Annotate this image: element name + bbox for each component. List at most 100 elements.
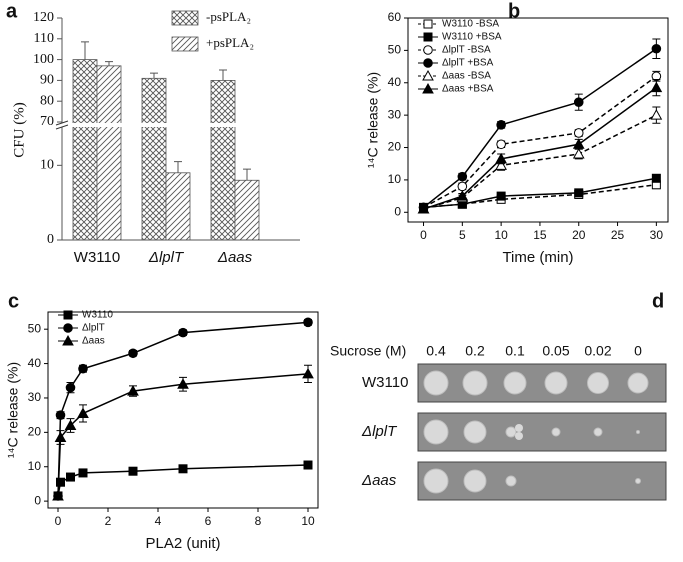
column-label: 0.05	[542, 343, 569, 359]
x-tick-label: ΔlplT	[148, 249, 185, 266]
x-tick-label: 8	[255, 514, 262, 528]
marker	[496, 120, 506, 130]
row-label: ΔlplT	[361, 423, 398, 440]
plate-strip	[417, 461, 667, 501]
x-tick-label: 5	[459, 228, 466, 242]
colony	[551, 427, 561, 437]
colony	[423, 419, 449, 445]
legend-label: ΔlplT +BSA	[442, 58, 494, 69]
column-label: 0.02	[584, 343, 611, 359]
panel-label: b	[508, 0, 520, 22]
marker	[78, 363, 88, 374]
y-tick-label: 70	[40, 114, 54, 129]
panel-label: d	[652, 290, 664, 312]
y-tick-label: 10	[40, 158, 54, 173]
marker	[63, 323, 73, 333]
colony	[587, 372, 609, 394]
x-tick-label: 10	[301, 514, 315, 528]
column-label: 0.4	[426, 343, 446, 359]
marker	[303, 460, 313, 470]
bar	[141, 77, 167, 241]
marker	[496, 139, 506, 150]
legend-label: W3110 -BSA	[442, 19, 499, 30]
panel-label: a	[6, 0, 18, 22]
y-tick-label: 0	[47, 232, 54, 247]
marker	[77, 407, 89, 418]
row-label: Δaas	[361, 472, 397, 489]
y-tick-label: 30	[28, 390, 42, 404]
error-bar	[243, 168, 251, 181]
y-tick-label: 40	[388, 75, 402, 89]
y-tick-label: 10	[28, 459, 42, 473]
error-bar	[105, 61, 113, 66]
y-tick-label: 20	[388, 140, 402, 154]
colony	[423, 468, 449, 494]
x-axis-label: Time (min)	[502, 249, 573, 266]
marker	[423, 32, 433, 42]
y-tick-label: 10	[388, 172, 402, 186]
colony	[544, 371, 568, 395]
colony	[636, 430, 640, 434]
column-label: 0.2	[465, 343, 485, 359]
marker	[573, 97, 584, 107]
legend-label: ΔlplT	[82, 323, 105, 334]
marker	[128, 348, 138, 359]
marker	[178, 327, 188, 338]
x-tick-label: 30	[650, 228, 664, 242]
marker	[65, 382, 76, 393]
bar	[234, 179, 260, 241]
series-line	[423, 87, 657, 210]
colony	[627, 372, 649, 394]
legend-label: Δaas +BSA	[442, 84, 494, 95]
marker	[54, 431, 67, 443]
legend-label: W3110 +BSA	[442, 32, 502, 43]
marker	[423, 19, 433, 29]
x-tick-label: 6	[205, 514, 212, 528]
column-label: 0.1	[505, 343, 525, 359]
legend-label: +psPLA₂	[206, 35, 254, 50]
marker	[651, 173, 661, 183]
y-tick-label: 50	[28, 321, 42, 335]
marker	[495, 152, 507, 164]
marker	[52, 489, 64, 501]
marker	[423, 58, 433, 68]
y-tick-label: 30	[388, 107, 402, 121]
marker	[63, 310, 73, 320]
legend-label: Δaas	[82, 336, 105, 347]
marker	[650, 109, 663, 120]
marker	[573, 128, 584, 138]
x-tick-label: 0	[55, 514, 62, 528]
x-axis-label: PLA2 (unit)	[145, 535, 220, 552]
error-bar	[219, 69, 227, 81]
colony	[505, 426, 517, 438]
marker	[127, 385, 139, 396]
legend-label: W3110	[82, 310, 113, 321]
marker	[457, 171, 468, 182]
marker	[178, 464, 188, 474]
plot-frame	[407, 17, 669, 223]
y-tick-label: 90	[40, 73, 54, 88]
x-tick-label: 0	[420, 228, 427, 242]
marker	[456, 190, 469, 201]
error-bar	[81, 41, 89, 60]
marker	[78, 468, 88, 478]
marker	[64, 419, 77, 430]
x-tick-label: 20	[572, 228, 586, 242]
marker	[572, 147, 585, 159]
marker	[422, 69, 434, 81]
plot-frame	[47, 311, 319, 509]
colony	[593, 427, 603, 437]
plate-strip	[417, 412, 667, 452]
y-tick-label: 0	[34, 493, 41, 507]
header: Sucrose (M)	[330, 343, 406, 359]
legend-label: -psPLA₂	[206, 9, 251, 24]
series-line	[423, 75, 657, 209]
colony	[515, 432, 523, 440]
x-tick-label: 2	[105, 514, 112, 528]
marker	[66, 472, 75, 482]
y-tick-label: 80	[40, 93, 54, 108]
x-tick-label: 25	[611, 228, 625, 242]
y-axis-label: ¹⁴C release (%)	[5, 362, 21, 458]
colony	[462, 370, 488, 396]
marker	[417, 203, 430, 214]
